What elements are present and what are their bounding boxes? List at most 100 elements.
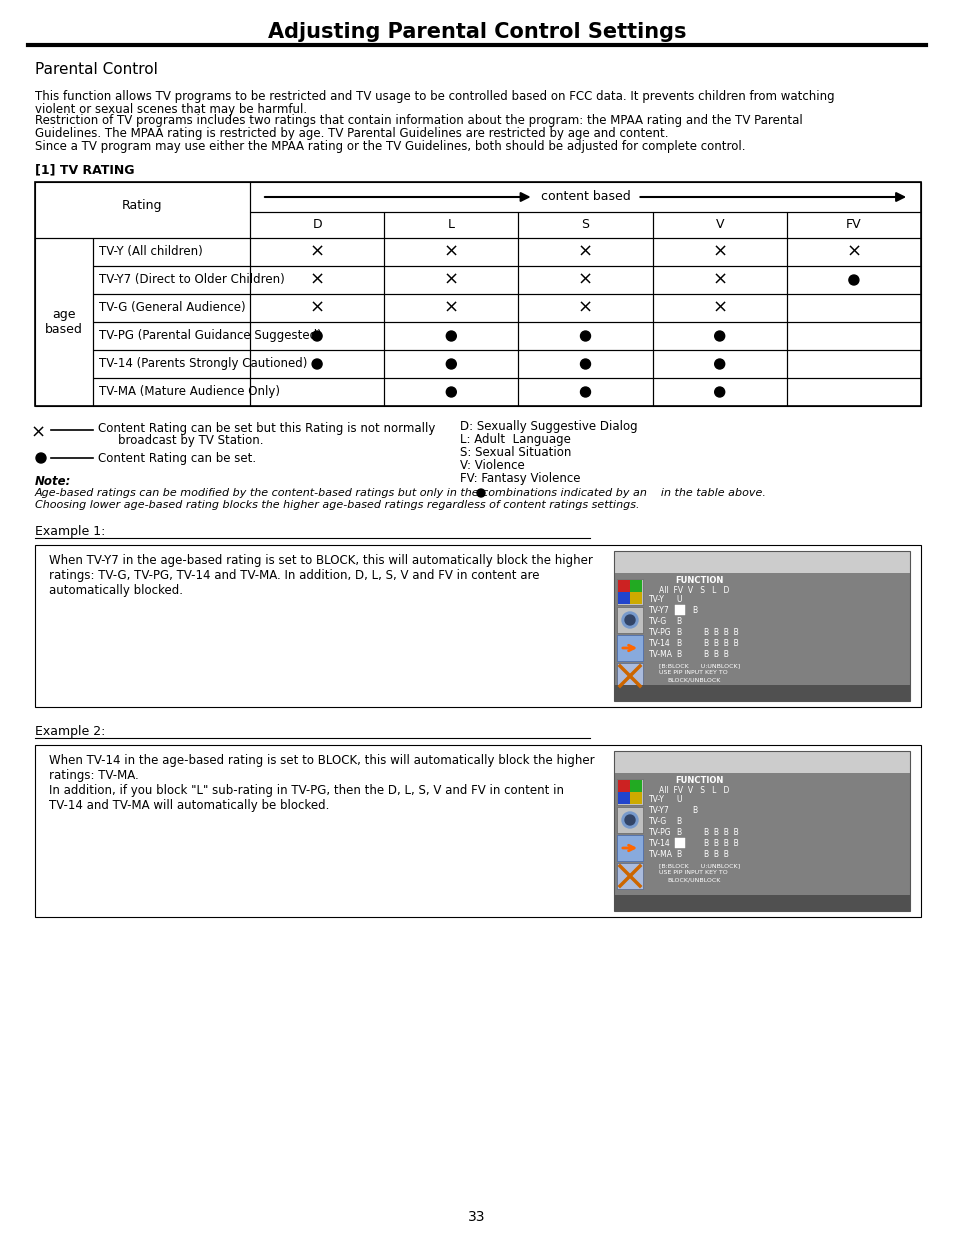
Text: ×: × bbox=[30, 424, 46, 442]
Text: TV-MA: TV-MA bbox=[648, 650, 672, 659]
Circle shape bbox=[621, 613, 638, 629]
Text: FV: FV bbox=[845, 219, 861, 231]
Text: Choosing lower age-based rating blocks the higher age-based ratings regardless o: Choosing lower age-based rating blocks t… bbox=[35, 500, 639, 510]
Bar bbox=[250, 378, 384, 406]
Text: When TV-Y7 in the age-based rating is set to BLOCK, this will automatically bloc: When TV-Y7 in the age-based rating is se… bbox=[49, 555, 592, 597]
Bar bbox=[384, 350, 517, 378]
Text: TV-G: TV-G bbox=[648, 818, 666, 826]
Bar bbox=[786, 322, 920, 350]
Bar bbox=[652, 238, 786, 266]
Bar bbox=[384, 322, 517, 350]
Bar bbox=[786, 238, 920, 266]
Bar bbox=[250, 322, 384, 350]
Bar bbox=[35, 745, 920, 918]
Text: When TV-14 in the age-based rating is set to BLOCK, this will automatically bloc: When TV-14 in the age-based rating is se… bbox=[49, 755, 594, 811]
Bar bbox=[652, 378, 786, 406]
Text: B: B bbox=[676, 618, 680, 626]
Text: Content Rating can be set.: Content Rating can be set. bbox=[98, 452, 255, 466]
Text: USE PIP INPUT KEY TO: USE PIP INPUT KEY TO bbox=[659, 671, 727, 676]
Bar bbox=[629, 781, 641, 792]
Text: V: V bbox=[715, 219, 723, 231]
Text: This function allows TV programs to be restricted and TV usage to be controlled : This function allows TV programs to be r… bbox=[35, 90, 834, 103]
Bar bbox=[384, 266, 517, 294]
Text: ×: × bbox=[309, 299, 324, 317]
Bar bbox=[384, 378, 517, 406]
Bar bbox=[517, 212, 652, 238]
Text: age
based: age based bbox=[45, 308, 83, 336]
Text: ×: × bbox=[578, 299, 593, 317]
Bar bbox=[618, 781, 629, 792]
Text: Content Rating can be set but this Rating is not normally: Content Rating can be set but this Ratin… bbox=[98, 422, 435, 435]
Bar bbox=[92, 350, 250, 378]
Text: violent or sexual scenes that may be harmful.: violent or sexual scenes that may be har… bbox=[35, 103, 307, 116]
Text: TV-Y: TV-Y bbox=[648, 595, 664, 604]
Bar bbox=[652, 212, 786, 238]
Circle shape bbox=[579, 359, 590, 369]
Text: TV-G (General Audience): TV-G (General Audience) bbox=[99, 301, 245, 315]
Text: USE PIP INPUT KEY TO: USE PIP INPUT KEY TO bbox=[659, 869, 727, 876]
Bar bbox=[786, 294, 920, 322]
Bar bbox=[617, 635, 642, 661]
Text: Since a TV program may use either the MPAA rating or the TV Guidelines, both sho: Since a TV program may use either the MP… bbox=[35, 140, 744, 153]
Circle shape bbox=[446, 359, 456, 369]
Bar bbox=[250, 266, 384, 294]
Text: B: B bbox=[676, 606, 681, 615]
Text: TV-Y: TV-Y bbox=[648, 795, 664, 804]
Bar bbox=[92, 322, 250, 350]
Bar bbox=[652, 294, 786, 322]
Text: ×: × bbox=[845, 243, 861, 261]
Bar bbox=[675, 839, 684, 848]
Bar bbox=[786, 350, 920, 378]
Text: Parental Control: Parental Control bbox=[35, 62, 157, 77]
Text: TV-MA (Mature Audience Only): TV-MA (Mature Audience Only) bbox=[99, 385, 280, 399]
Circle shape bbox=[714, 359, 724, 369]
Text: TV-Y7: TV-Y7 bbox=[648, 806, 669, 815]
Text: B: B bbox=[691, 606, 697, 615]
Text: broadcast by TV Station.: broadcast by TV Station. bbox=[118, 433, 263, 447]
Text: D: D bbox=[312, 219, 321, 231]
Text: TV-MA: TV-MA bbox=[648, 850, 672, 860]
Text: B: B bbox=[676, 839, 681, 848]
Circle shape bbox=[624, 815, 635, 825]
Text: B: B bbox=[676, 827, 680, 837]
Bar bbox=[617, 579, 642, 605]
Bar bbox=[675, 605, 684, 615]
Text: ×: × bbox=[578, 270, 593, 289]
Text: B: B bbox=[691, 806, 697, 815]
Bar bbox=[92, 238, 250, 266]
Bar bbox=[618, 592, 629, 604]
Text: ×: × bbox=[711, 243, 726, 261]
Circle shape bbox=[476, 489, 484, 496]
Text: All  FV  V   S   L   D: All FV V S L D bbox=[659, 585, 729, 595]
Text: Age-based ratings can be modified by the content-based ratings but only in the c: Age-based ratings can be modified by the… bbox=[35, 488, 766, 498]
Text: TV-14 (Parents Strongly Cautioned): TV-14 (Parents Strongly Cautioned) bbox=[99, 357, 307, 370]
Bar bbox=[652, 350, 786, 378]
Bar bbox=[618, 792, 629, 804]
Text: TV-Y7 (Direct to Older Children): TV-Y7 (Direct to Older Children) bbox=[99, 273, 284, 287]
Bar bbox=[614, 751, 909, 911]
Text: B: B bbox=[676, 850, 680, 860]
Circle shape bbox=[621, 811, 638, 827]
Bar bbox=[250, 212, 384, 238]
Bar bbox=[614, 773, 909, 911]
Bar bbox=[629, 792, 641, 804]
Text: TV-Y7: TV-Y7 bbox=[648, 606, 669, 615]
Text: Restriction of TV programs includes two ratings that contain information about t: Restriction of TV programs includes two … bbox=[35, 114, 801, 127]
Text: B: B bbox=[676, 818, 680, 826]
Text: TV-14: TV-14 bbox=[648, 638, 670, 648]
Bar bbox=[652, 322, 786, 350]
Text: ×: × bbox=[309, 243, 324, 261]
Bar bbox=[617, 835, 642, 861]
Bar bbox=[517, 266, 652, 294]
Bar bbox=[92, 266, 250, 294]
Bar bbox=[614, 573, 909, 701]
Bar bbox=[618, 580, 629, 592]
Text: [B:BLOCK      U:UNBLOCK]: [B:BLOCK U:UNBLOCK] bbox=[659, 863, 740, 868]
Bar bbox=[250, 182, 920, 212]
Bar bbox=[786, 378, 920, 406]
Bar bbox=[629, 592, 641, 604]
Text: ×: × bbox=[309, 270, 324, 289]
Text: TV-G: TV-G bbox=[648, 618, 666, 626]
Text: FUNCTION: FUNCTION bbox=[674, 576, 722, 585]
Bar bbox=[517, 294, 652, 322]
